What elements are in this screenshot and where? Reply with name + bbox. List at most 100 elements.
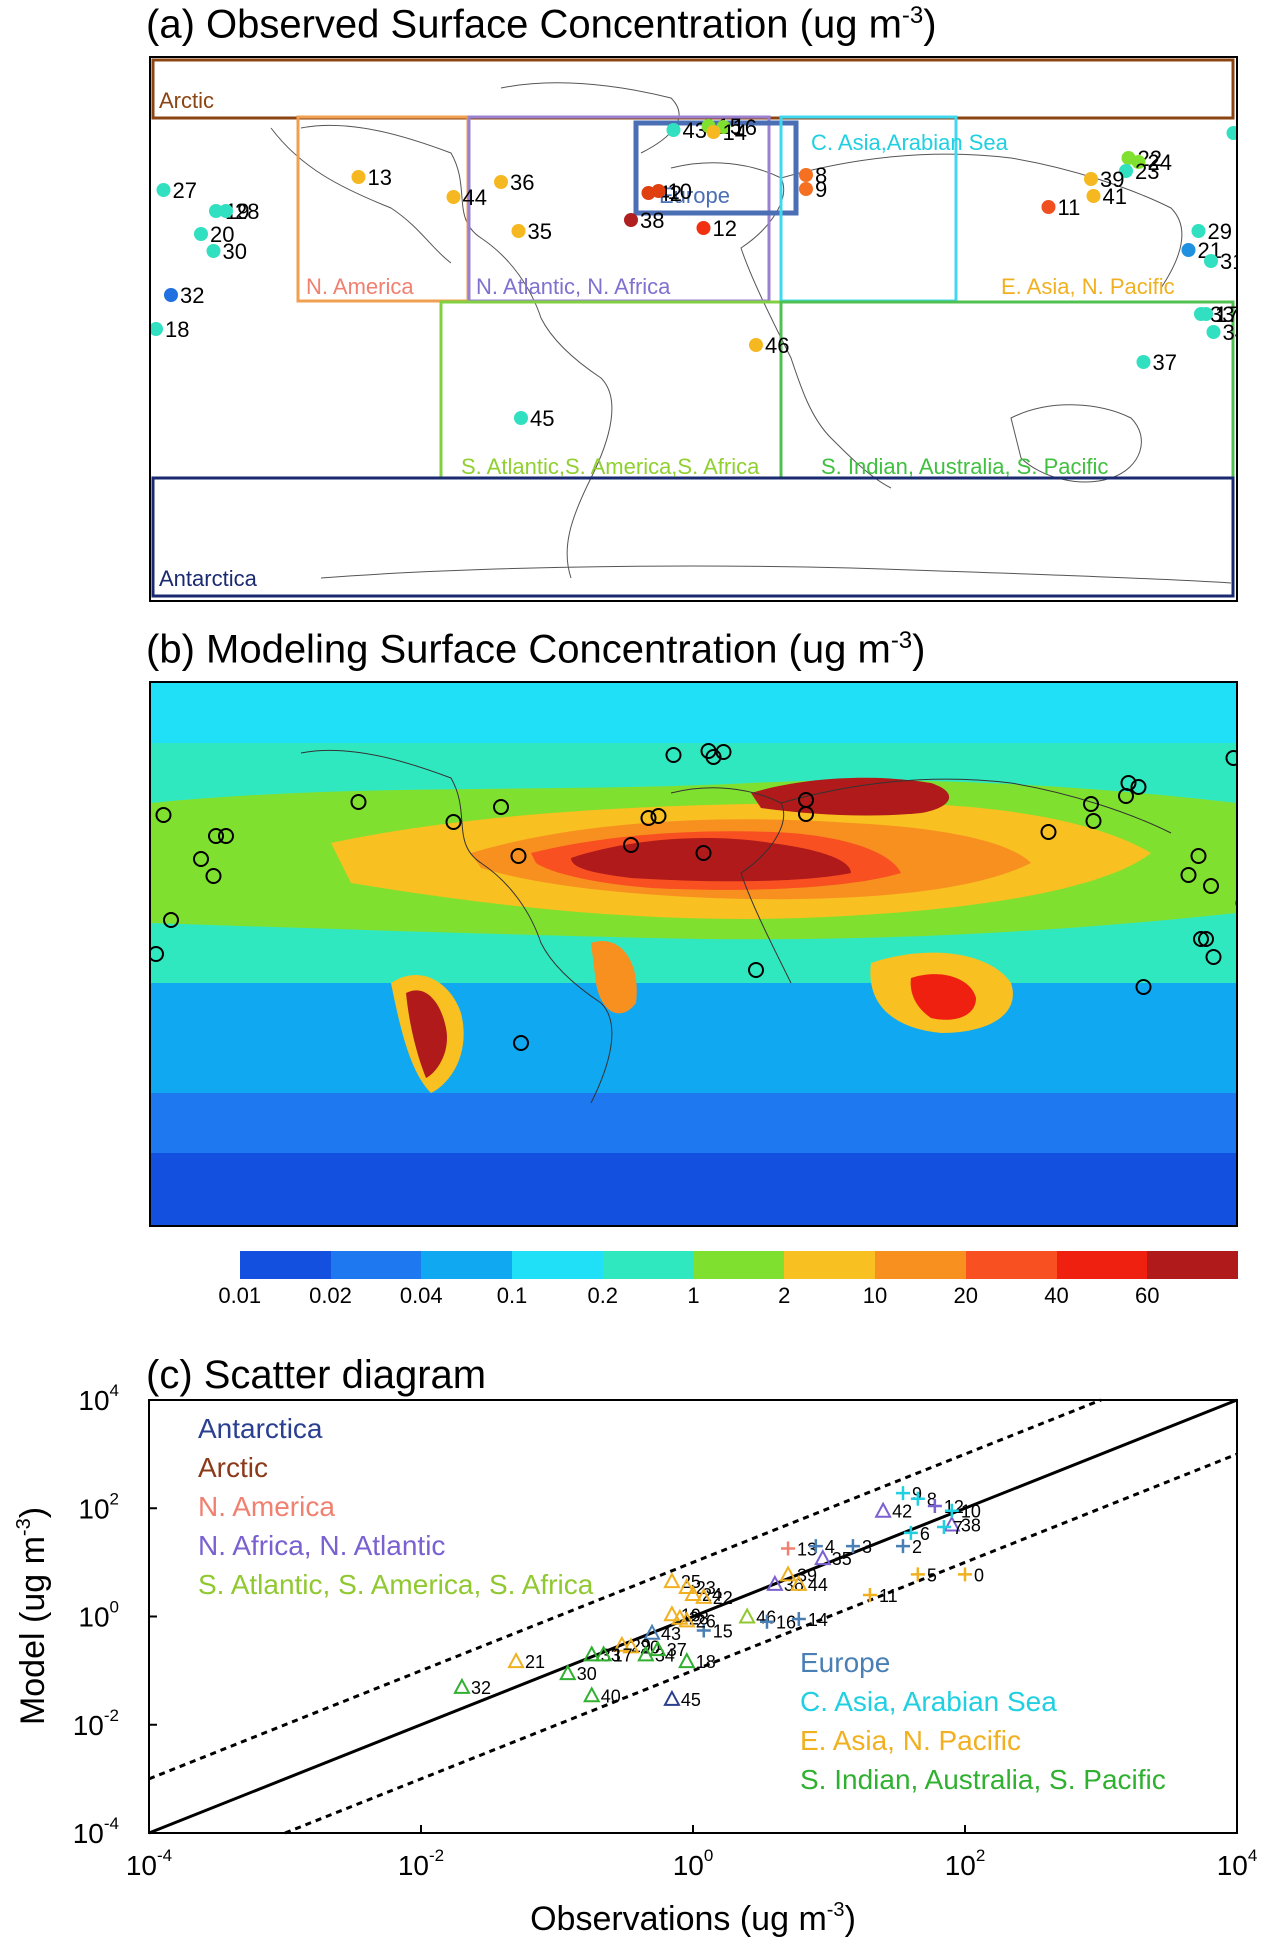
site-marker-24 [1131,155,1146,169]
point-label-15: 15 [713,1622,733,1642]
model-site-30 [205,868,222,884]
colorbar-label-2: 0.04 [399,1283,443,1308]
point-marker-26 [678,1611,696,1628]
point-marker-10 [944,1503,959,1518]
site-marker-41 [1086,189,1101,203]
x-tick-label-4: 104 [1217,1846,1258,1881]
site-label-28: 28 [235,199,259,224]
model-site-35 [510,848,527,864]
model-site-34 [1205,949,1222,965]
point-marker-24 [684,1584,702,1602]
point-label-17: 17 [613,1645,633,1665]
point-marker-35 [814,1548,832,1566]
y-axis-label: Model (ug m-3) [13,1507,52,1725]
x-tick-label-2: 100 [673,1846,714,1881]
site-marker-45 [514,411,528,425]
point-marker-11 [862,1587,877,1602]
site-label-45: 45 [530,406,554,431]
site-label-20: 20 [210,222,234,247]
site-label-29: 29 [1208,219,1232,244]
point-marker-4 [808,1539,823,1554]
point-marker-32 [453,1677,471,1694]
field-australia-peak [910,974,976,1020]
model-site-27 [155,807,172,823]
site-label-9: 9 [815,177,827,202]
model-site-33 [1193,931,1209,947]
model-site-markers [151,743,1236,1051]
model-site-20 [193,851,209,867]
site-label-31: 31 [1220,249,1236,274]
site-marker-29 [1191,224,1206,238]
site-marker-35 [511,224,526,238]
point-label-8: 8 [927,1490,937,1510]
x-tick-label-0: 10-4 [126,1846,172,1881]
point-label-35: 35 [832,1549,852,1569]
point-marker-15 [696,1623,711,1638]
x-axis-label-end: ) [845,1900,856,1938]
colorbar-label-4: 0.2 [587,1283,619,1308]
colorbar-label-7: 10 [862,1283,888,1308]
model-site-38 [623,837,639,853]
legend-left-2: N. America [198,1491,335,1522]
site-label-10: 10 [668,179,692,204]
point-label-0: 0 [974,1565,984,1585]
site-marker-9 [799,182,813,196]
colorbar-segment-10 [1056,1251,1148,1279]
point-marker-23 [678,1577,696,1595]
model-site-29 [1190,848,1207,864]
site-marker-19 [209,204,223,218]
site-label-35: 35 [528,219,552,244]
model-site-14 [705,749,722,765]
point-marker-13 [781,1541,796,1556]
point-marker-44 [790,1574,808,1591]
colorbar-segment-6 [693,1251,785,1279]
model-site-17 [1198,931,1214,947]
y-axis-label-text: Model (ug m [14,1536,52,1725]
site-marker-12 [696,221,711,235]
x-tick-label-1: 10-2 [398,1846,444,1881]
model-site-46 [748,962,764,978]
scatter-legend: Antarctica Arctic N. America N. Africa, N. … [198,1413,1166,1795]
point-label-40: 40 [601,1686,621,1706]
region-box-arctic [151,58,1235,120]
colorbar-labels: 0.01 0.02 0.04 0.1 0.2 1 2 10 20 40 60 [149,1283,1238,1313]
colorbar-segment-5 [602,1251,694,1279]
point-label-21: 21 [525,1652,545,1672]
point-label-25: 25 [681,1572,701,1592]
site-label-17: 17 [1215,302,1236,327]
point-marker-14 [791,1611,806,1626]
legend-left-3: N. Africa, N. Atlantic [198,1530,445,1561]
colorbar-label-9: 40 [1044,1283,1069,1308]
site-marker-26 [1226,126,1236,140]
model-site-43 [665,747,682,763]
site-marker-23 [1119,164,1133,178]
point-marker-21 [507,1651,525,1669]
x-axis-label-sup: -3 [827,1899,845,1921]
y-axis-label-end: ) [14,1507,52,1518]
site-label-27: 27 [173,178,197,203]
scatter-chart: (c) Scatter diagram 10-410-410-210-21001… [13,1353,1258,1938]
point-marker-19 [663,1605,681,1622]
site-marker-38 [624,213,638,227]
region-boxes [151,58,1235,598]
region-label-s-atlantic: S. Atlantic,S. America,S. Africa [461,454,760,479]
region-label-north-america: N. America [306,274,414,299]
point-label-14: 14 [808,1610,828,1630]
point-label-3: 3 [862,1537,872,1557]
point-label-5: 5 [927,1565,937,1585]
x-axis-label: Observations (ug m-3) [530,1899,856,1938]
point-marker-28 [671,1608,689,1625]
point-marker-7 [936,1520,951,1535]
point-label-38: 38 [961,1516,981,1536]
panel-a-title: (a) Observed Surface Concentration (ug m… [146,2,937,47]
point-label-30: 30 [577,1664,597,1684]
site-label-23: 23 [1135,159,1159,184]
region-box-europe [633,120,799,216]
point-label-45: 45 [681,1690,701,1710]
model-map [149,681,1238,1227]
site-marker-18 [151,322,163,336]
colorbar-label-1: 0.02 [309,1283,352,1308]
point-label-32: 32 [471,1678,491,1698]
site-marker-34 [1206,325,1221,339]
site-marker-17 [1199,307,1213,321]
